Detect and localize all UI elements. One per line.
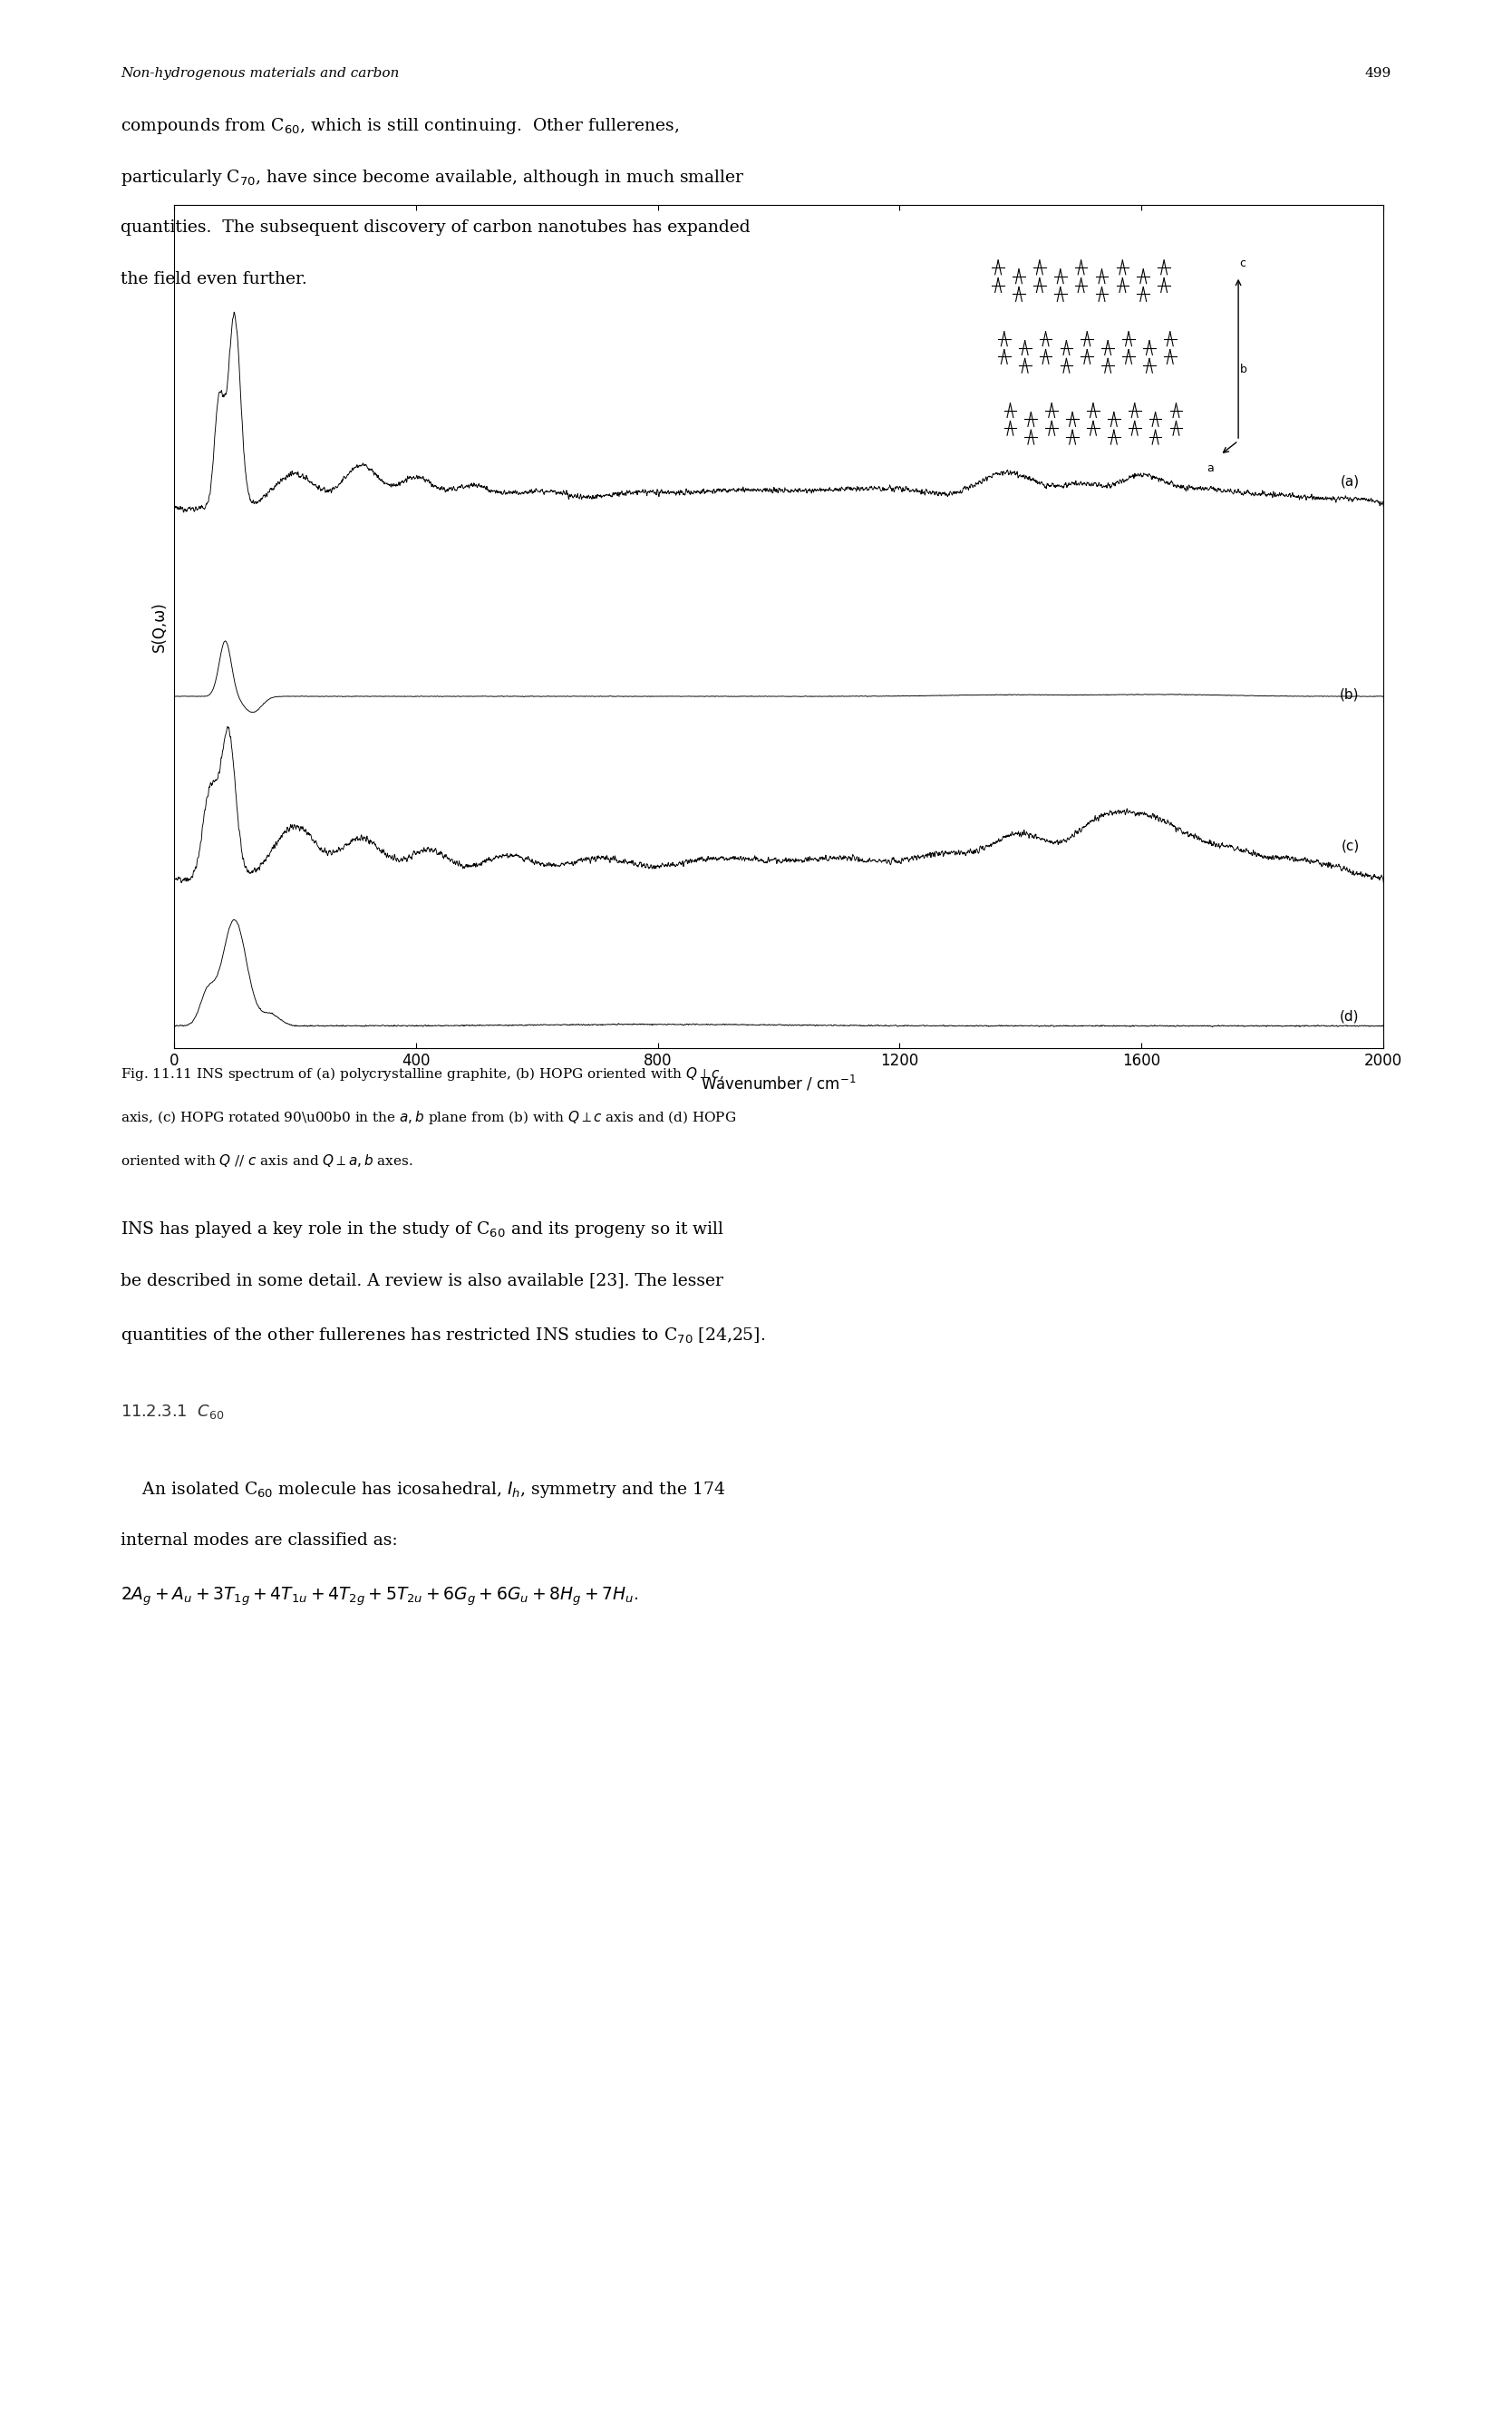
Text: quantities of the other fullerenes has restricted INS studies to C$_{70}$ [24,25: quantities of the other fullerenes has r… [121,1326,765,1345]
Text: (c): (c) [1341,839,1359,853]
Text: c: c [1240,258,1246,270]
Text: 499: 499 [1364,67,1391,80]
Text: particularly C$_{70}$, have since become available, although in much smaller: particularly C$_{70}$, have since become… [121,169,745,188]
Text: quantities.  The subsequent discovery of carbon nanotubes has expanded: quantities. The subsequent discovery of … [121,219,750,236]
X-axis label: Wavenumber / cm$^{-1}$: Wavenumber / cm$^{-1}$ [702,1075,856,1094]
Text: $11.2.3.1$  $C_{60}$: $11.2.3.1$ $C_{60}$ [121,1403,225,1422]
Text: (a): (a) [1340,475,1359,489]
Text: be described in some detail. A review is also available [23]. The lesser: be described in some detail. A review is… [121,1272,724,1289]
Text: Fig. 11.11 INS spectrum of (a) polycrystalline graphite, (b) HOPG oriented with : Fig. 11.11 INS spectrum of (a) polycryst… [121,1065,724,1082]
Text: Non-hydrogenous materials and carbon: Non-hydrogenous materials and carbon [121,67,399,80]
Text: a: a [1207,463,1214,475]
Text: axis, (c) HOPG rotated 90\u00b0 in the $a,b$ plane from (b) with $\mathbf{\mathi: axis, (c) HOPG rotated 90\u00b0 in the $… [121,1109,736,1125]
Text: (b): (b) [1340,689,1359,701]
Text: An isolated C$_{60}$ molecule has icosahedral, $I_h$, symmetry and the 174: An isolated C$_{60}$ molecule has icosah… [121,1480,726,1499]
Text: the field even further.: the field even further. [121,272,307,287]
Y-axis label: S(Q,ω): S(Q,ω) [151,602,168,651]
Text: (d): (d) [1340,1010,1359,1024]
Text: oriented with $\mathbf{\mathit{Q}}$ // $c$ axis and $\mathbf{\mathit{Q}} \perp a: oriented with $\mathbf{\mathit{Q}}$ // $… [121,1152,414,1169]
Text: $2A_g + A_u + 3T_{1g} + 4T_{1u} + 4T_{2g} + 5T_{2u} + 6G_g + 6G_u + 8H_g + 7H_u.: $2A_g + A_u + 3T_{1g} + 4T_{1u} + 4T_{2g… [121,1586,638,1607]
Text: internal modes are classified as:: internal modes are classified as: [121,1533,398,1550]
Text: b: b [1240,364,1247,376]
Text: compounds from C$_{60}$, which is still continuing.  Other fullerenes,: compounds from C$_{60}$, which is still … [121,116,679,135]
Text: INS has played a key role in the study of C$_{60}$ and its progeny so it will: INS has played a key role in the study o… [121,1219,724,1239]
